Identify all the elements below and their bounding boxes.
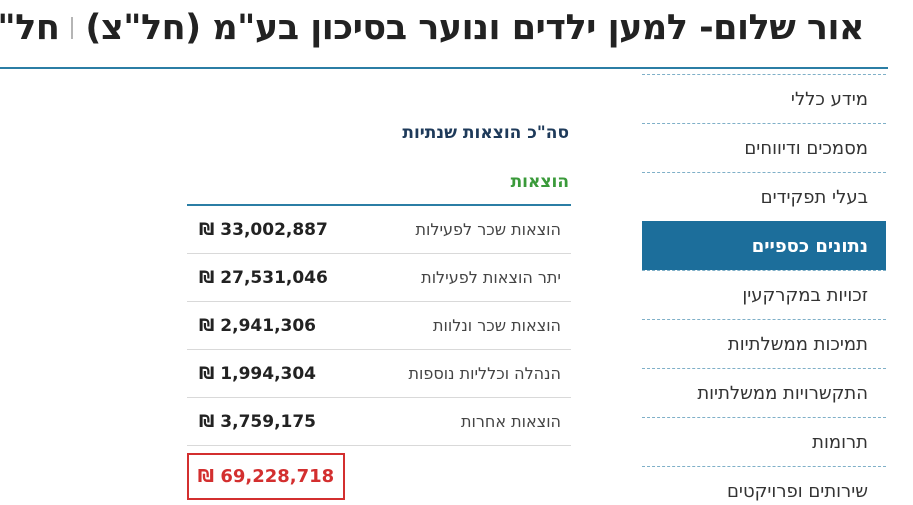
title-separator (72, 17, 75, 39)
row-label: הנהלה וכלליות נוספות (409, 364, 562, 383)
org-short-title: חל"צ (0, 8, 61, 48)
row-label: הוצאות שכר לפעילות (416, 220, 562, 239)
main-content: סה"כ הוצאות שנתיות הוצאות הוצאות שכר לפע… (188, 74, 572, 446)
row-value: ₪ 33,002,887 (200, 219, 329, 240)
row-value: ₪ 3,759,175 (200, 411, 318, 432)
total-expenses-box: ₪ 69,228,718 (188, 453, 346, 500)
sidebar-item-government-contracts[interactable]: התקשרויות ממשלתיות (643, 368, 887, 417)
table-row: הוצאות שכר לפעילות ₪ 33,002,887 (188, 206, 572, 254)
sidebar-item-label: שירותים ופרויקטים (727, 480, 869, 502)
sidebar-item-label: מידע כללי (791, 88, 869, 110)
table-row: הנהלה וכלליות נוספות ₪ 1,994,304 (188, 350, 572, 398)
table-row: יתר הוצאות לפעילות ₪ 27,531,046 (188, 254, 572, 302)
sidebar-item-label: זכויות במקרקעין (743, 284, 869, 306)
sidebar-item-label: התקשרויות ממשלתיות (698, 382, 869, 404)
sidebar-item-label: תמיכות ממשלתיות (728, 333, 869, 355)
table-row: הוצאות אחרות ₪ 3,759,175 (188, 398, 572, 446)
sidebar-item-label: בעלי תפקידים (761, 186, 869, 208)
table-row: הוצאות שכר ונלוות ₪ 2,941,306 (188, 302, 572, 350)
sidebar-item-general-info[interactable]: מידע כללי (643, 74, 887, 123)
sidebar-item-label: מסמכים ודיווחים (745, 137, 869, 159)
sidebar-item-real-estate-rights[interactable]: זכויות במקרקעין (643, 270, 887, 319)
sidebar-item-label: תרומות (813, 431, 869, 453)
sidebar-item-financial-data[interactable]: נתונים כספיים (643, 221, 887, 270)
row-label: הוצאות שכר ונלוות (434, 316, 562, 335)
sidebar-item-services-projects[interactable]: שירותים ופרויקטים (643, 466, 887, 505)
row-value: ₪ 2,941,306 (200, 315, 318, 336)
org-title: אור שלום- למען ילדים ונוער בסיכון בע"מ (… (86, 8, 865, 48)
page-header: אור שלום- למען ילדים ונוער בסיכון בע"מ (… (0, 0, 889, 69)
sidebar-item-donations[interactable]: תרומות (643, 417, 887, 466)
row-label: הוצאות אחרות (461, 412, 562, 431)
sidebar-item-documents-reports[interactable]: מסמכים ודיווחים (643, 123, 887, 172)
expenses-table: הוצאות שכר לפעילות ₪ 33,002,887 יתר הוצא… (188, 206, 572, 446)
section-title: סה"כ הוצאות שנתיות (403, 123, 570, 143)
sidebar-item-label: נתונים כספיים (752, 235, 869, 257)
sidebar-item-government-support[interactable]: תמיכות ממשלתיות (643, 319, 887, 368)
row-value: ₪ 27,531,046 (200, 267, 329, 288)
row-label: יתר הוצאות לפעילות (422, 268, 562, 287)
subsection-title: הוצאות (511, 172, 570, 192)
section-divider (188, 204, 572, 206)
page-title: אור שלום- למען ילדים ונוער בסיכון בע"מ (… (0, 8, 865, 48)
sidebar-item-office-holders[interactable]: בעלי תפקידים (643, 172, 887, 221)
sidebar-nav: מידע כללי מסמכים ודיווחים בעלי תפקידים נ… (643, 74, 887, 505)
row-value: ₪ 1,994,304 (200, 363, 318, 384)
